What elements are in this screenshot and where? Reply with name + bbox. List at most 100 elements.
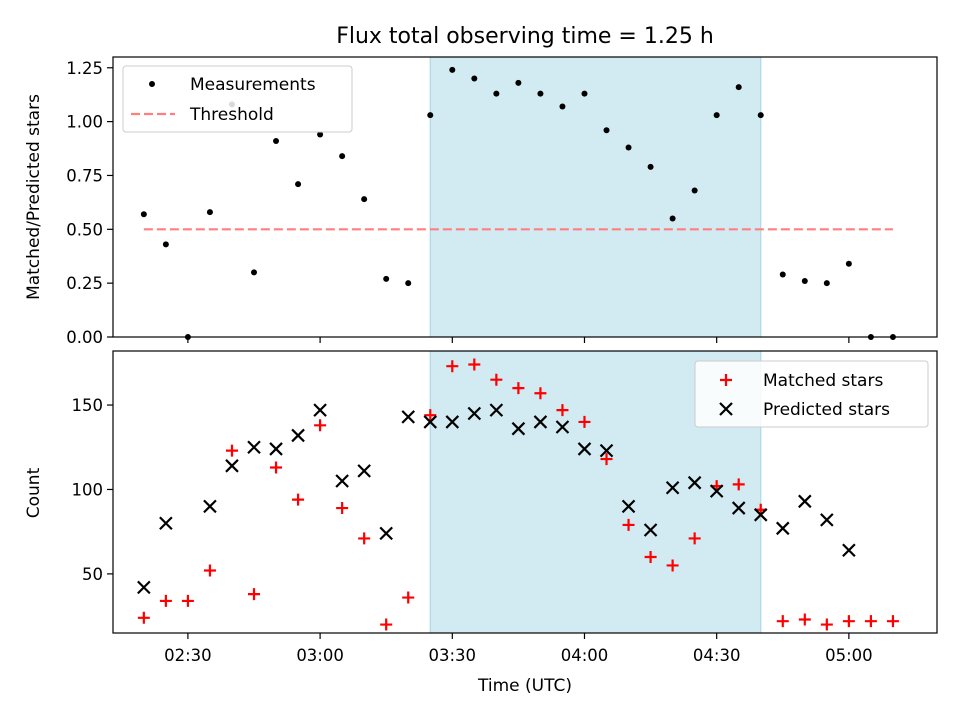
- measurement-point: [823, 280, 830, 287]
- matched-stars-point: [314, 419, 327, 432]
- measurement-point: [625, 144, 632, 151]
- predicted-stars-point: [577, 442, 592, 456]
- matched-stars-point: [578, 415, 591, 428]
- measurement-point: [140, 211, 147, 218]
- chart-title: Flux total observing time = 1.25 h: [336, 24, 714, 49]
- measurement-point: [251, 269, 258, 276]
- bottom-legend: Matched stars Predicted stars: [694, 360, 929, 428]
- legend-predicted-marker: [719, 402, 733, 416]
- matched-stars-point: [270, 461, 283, 474]
- matched-stars-point: [159, 594, 172, 607]
- predicted-stars-point: [445, 415, 460, 429]
- predicted-stars-point: [731, 501, 746, 515]
- x-tick-label: 05:00: [825, 646, 873, 665]
- predicted-stars-point: [599, 443, 614, 458]
- bottom-axes-frame: [112, 350, 938, 634]
- measurement-point: [383, 275, 390, 282]
- matched-stars-point: [864, 615, 877, 628]
- predicted-stars-point: [203, 499, 217, 514]
- matched-stars-point: [490, 373, 503, 386]
- legend-predicted-label: Predicted stars: [763, 400, 890, 420]
- matched-stars-point: [225, 444, 238, 457]
- legend-measurements-label: Measurements: [190, 75, 316, 95]
- measurement-point: [162, 241, 169, 248]
- measurement-point: [691, 187, 698, 194]
- top-y-tick-label: 1.00: [66, 113, 103, 132]
- matched-stars-point: [248, 588, 261, 601]
- measurement-point: [273, 138, 280, 144]
- measurement-point: [361, 196, 368, 203]
- top-panel: 0.00 0.25 0.50 0.75 1.00 1.25 Measurements Thre…: [66, 56, 938, 347]
- matched-stars-point: [886, 615, 899, 628]
- matched-stars-point: [358, 532, 371, 545]
- measurement-point: [779, 271, 786, 278]
- matched-stars-point: [181, 594, 194, 607]
- bottom-panel: 50 100 150 02:30 03:00 03:30 04:00 04:30 05:00 Ma…: [72, 350, 938, 665]
- legend-matched-marker: [720, 374, 732, 386]
- matched-stars-point: [666, 559, 679, 572]
- predicted-stars-point: [775, 521, 790, 536]
- top-legend: Measurements Threshold: [122, 65, 353, 133]
- predicted-stars-point: [753, 508, 768, 522]
- observing-window-shade: [430, 57, 761, 337]
- matched-stars-point: [820, 618, 833, 631]
- matched-stars-point: [446, 360, 459, 373]
- measurement-point: [493, 90, 500, 97]
- measurement-point: [559, 103, 566, 110]
- measurement-point: [647, 163, 654, 170]
- measurement-point: [206, 209, 213, 216]
- x-tick-label: 03:30: [429, 646, 477, 665]
- predicted-stars-point: [313, 403, 327, 417]
- predicted-stars-point: [687, 475, 702, 490]
- predicted-stars-point: [643, 523, 658, 537]
- matched-stars-point: [380, 618, 393, 631]
- legend-measurement-marker: [149, 81, 155, 87]
- matched-stars-point: [776, 615, 789, 628]
- measurement-point: [427, 112, 434, 119]
- matched-stars-point: [534, 387, 547, 400]
- predicted-stars-point: [401, 410, 416, 424]
- bottom-legend-box: [694, 360, 929, 428]
- measurement-point: [669, 215, 676, 222]
- predicted-stars-point: [798, 494, 812, 509]
- predicted-stars-point: [357, 464, 371, 478]
- predicted-stars-point: [137, 580, 151, 595]
- legend-threshold-label: Threshold: [189, 105, 274, 125]
- top-legend-box: [122, 65, 353, 133]
- predicted-stars-point: [555, 420, 570, 434]
- predicted-stars-point: [489, 403, 504, 417]
- measurement-point: [801, 278, 808, 284]
- predicted-stars-point: [159, 516, 173, 531]
- x-tick-label: 04:00: [561, 646, 609, 665]
- predicted-stars-point: [423, 415, 438, 429]
- bottom-y-axis-label: Count: [24, 467, 44, 518]
- measurement-point: [581, 90, 588, 97]
- legend-matched-label: Matched stars: [763, 371, 883, 391]
- matched-stars-point: [688, 532, 701, 545]
- matched-stars-point: [798, 613, 811, 626]
- predicted-stars-point: [820, 513, 834, 527]
- matched-stars-point: [468, 358, 481, 371]
- predicted-stars-point: [247, 440, 261, 455]
- measurement-point: [405, 280, 412, 287]
- top-y-tick-label: 0.50: [66, 220, 103, 239]
- matched-stars-point: [600, 453, 613, 466]
- predicted-stars-point: [335, 474, 349, 488]
- x-tick-label: 03:00: [296, 646, 344, 665]
- predicted-stars-point: [269, 442, 283, 456]
- measurement-point: [471, 75, 478, 82]
- bottom-y-tick-label: 50: [82, 565, 103, 584]
- measurement-point: [845, 260, 852, 267]
- top-y-axis-label: Matched/Predicted stars: [24, 94, 44, 300]
- matched-stars-point: [732, 478, 745, 491]
- predicted-stars-point: [379, 526, 393, 541]
- predicted-stars-point: [533, 415, 548, 429]
- predicted-stars-point: [291, 428, 305, 443]
- top-y-tick-label: 0.25: [66, 274, 103, 293]
- top-axes-frame: [112, 56, 938, 338]
- matched-stars-point: [622, 518, 635, 531]
- predicted-stars-point: [709, 484, 724, 498]
- measurement-point: [449, 66, 456, 73]
- bottom-y-tick-label: 100: [72, 480, 104, 499]
